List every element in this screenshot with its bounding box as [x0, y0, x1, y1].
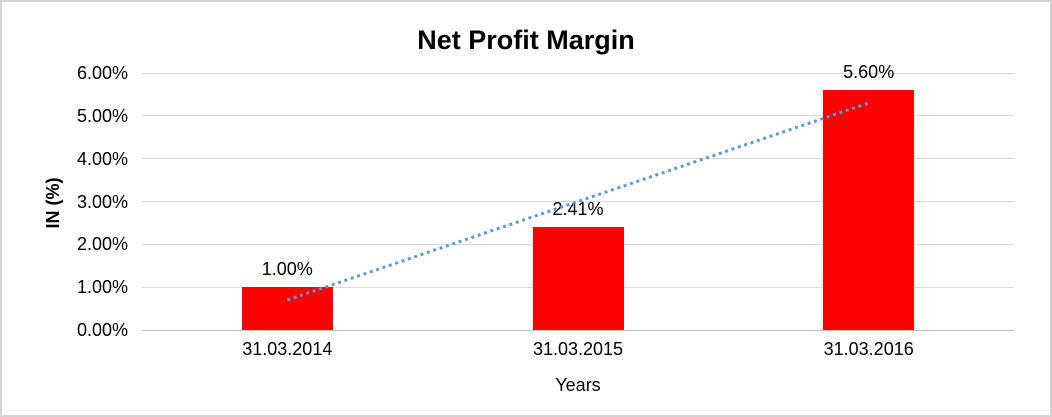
- bar: [823, 90, 915, 330]
- y-tick-label: 1.00%: [76, 277, 128, 298]
- category-label: 31.03.2014: [242, 339, 333, 359]
- bar: [241, 287, 333, 330]
- y-tick-label: 4.00%: [76, 148, 128, 169]
- y-tick-label: 6.00%: [76, 63, 128, 83]
- category-label: 31.03.2015: [532, 339, 624, 359]
- y-tick-label: 2.00%: [76, 234, 128, 255]
- y-tick-label: 0.00%: [76, 320, 128, 340]
- bar: [532, 226, 624, 330]
- y-tick-label: 5.00%: [76, 105, 128, 126]
- x-axis-line: [142, 329, 1014, 331]
- chart-title: Net Profit Margin: [417, 25, 635, 55]
- y-tick-label: 3.00%: [76, 191, 128, 212]
- category-label: 31.03.2016: [823, 339, 914, 359]
- bar-value-label: 1.00%: [261, 259, 313, 280]
- gridline: [142, 72, 1014, 74]
- bar-value-label: 5.60%: [843, 62, 895, 83]
- bar-value-label: 2.41%: [552, 198, 604, 219]
- x-axis-title: Years: [555, 375, 601, 395]
